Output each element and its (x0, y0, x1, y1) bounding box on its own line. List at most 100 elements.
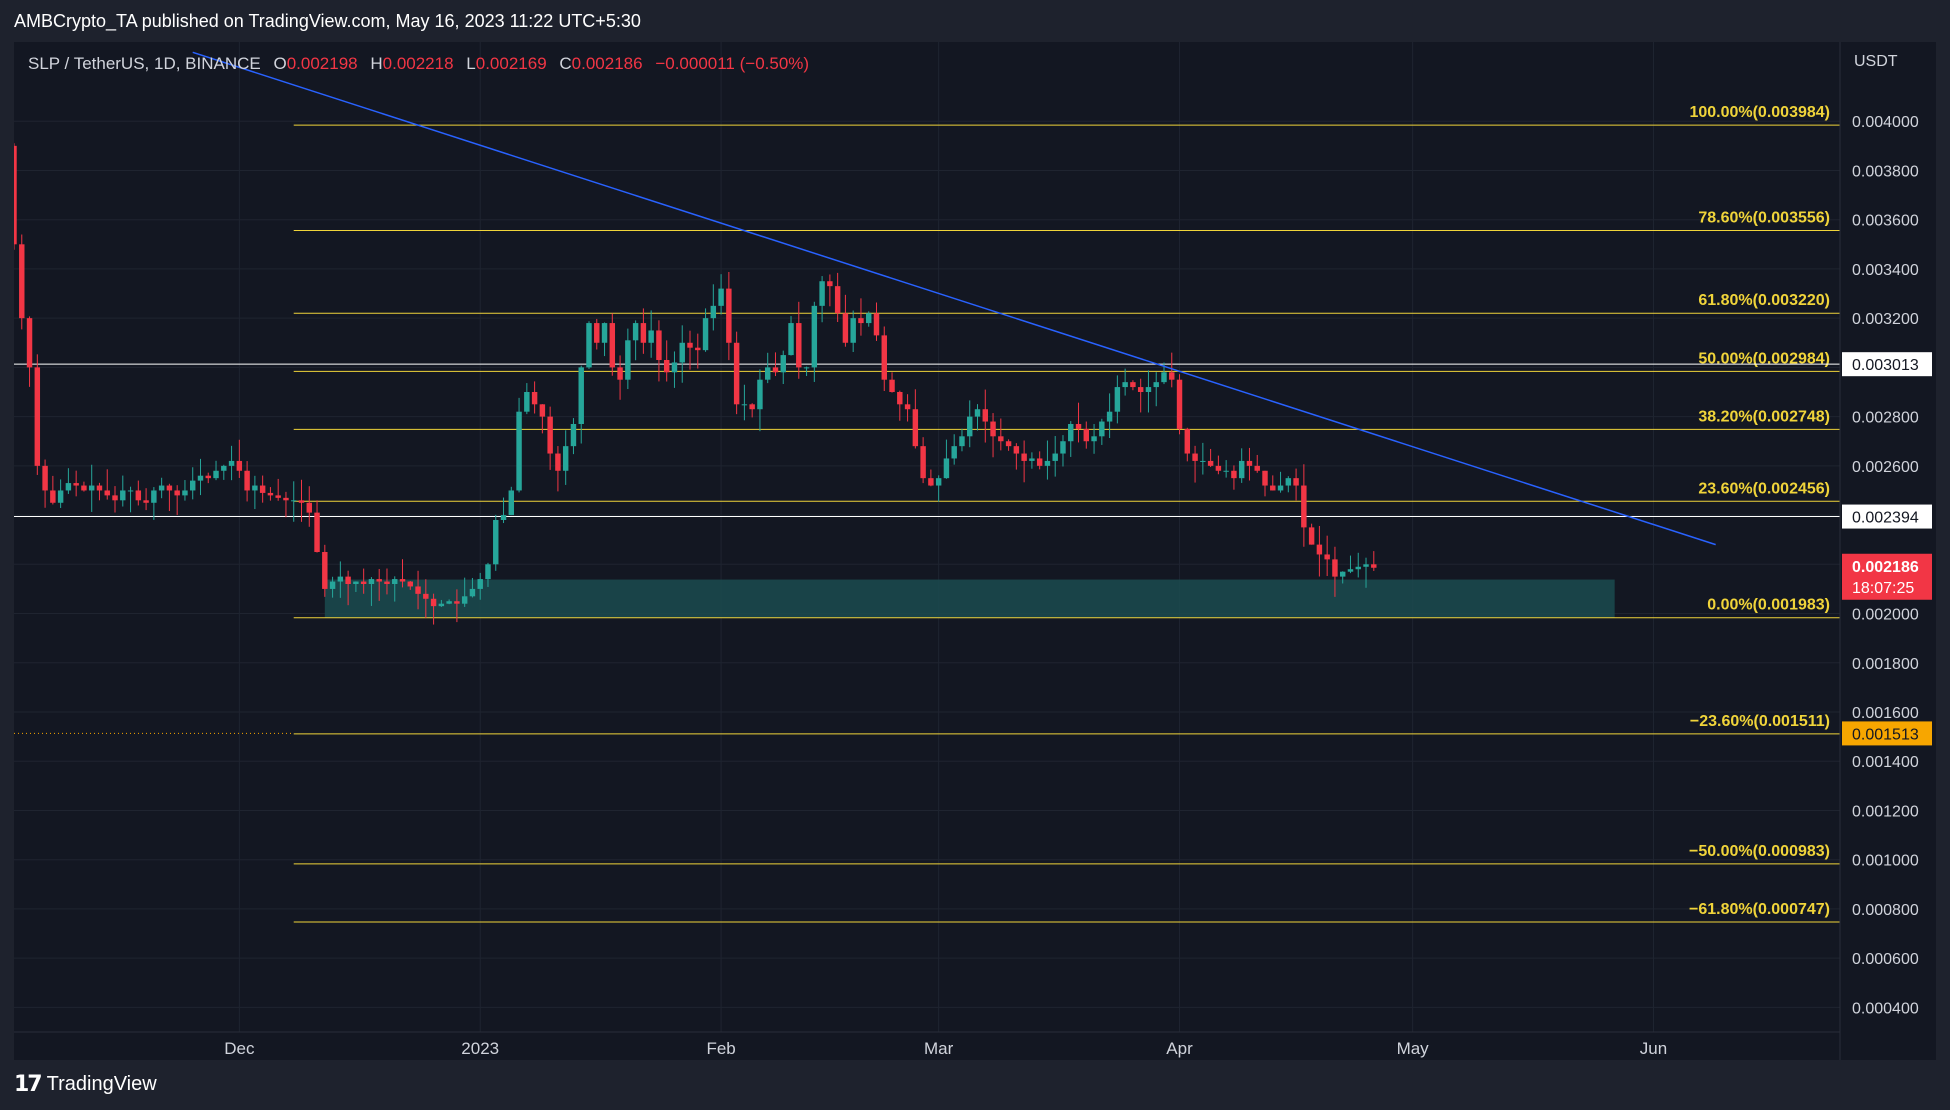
candle-body (267, 492, 274, 496)
candle-body (283, 497, 289, 501)
candle-body (656, 330, 662, 360)
candle-body (990, 421, 996, 437)
candlestick-chart[interactable]: 100.00%(0.003984) 78.60%(0.003556) 61.80%(… (14, 42, 1936, 1060)
symbol-label[interactable]: SLP / TetherUS, 1D, BINANCE (28, 54, 261, 73)
candle-body (827, 281, 833, 287)
high-value: 0.002218 (382, 54, 454, 73)
candle-body (570, 424, 577, 447)
price-tick-label: 0.003200 (1852, 311, 1919, 328)
current-price-text: 0.002186 (1852, 559, 1919, 576)
candle-body (399, 579, 406, 582)
candle-body (920, 446, 926, 479)
candle-body (928, 478, 934, 486)
candle-body (96, 485, 103, 491)
time-tick-label: May (1397, 1039, 1430, 1058)
candle-body (1363, 564, 1369, 567)
price-tick-label: 0.002600 (1852, 459, 1919, 476)
candle-body (788, 323, 794, 356)
time-tick-label: Mar (924, 1039, 954, 1058)
candle-body (648, 330, 654, 343)
candle-body (291, 500, 297, 502)
candle-body (1308, 527, 1315, 545)
candle-body (353, 581, 359, 584)
dotted-price-badge-bg (1842, 721, 1932, 746)
price-tick-label: 0.000800 (1852, 902, 1919, 919)
candle-body (695, 347, 701, 351)
candle-body (376, 579, 382, 582)
candle-body (306, 502, 312, 513)
candle-body (1285, 478, 1292, 486)
candle-body (127, 490, 134, 492)
fib-level-label: 38.20%(0.002748) (1698, 408, 1830, 425)
price-tick-label: 0.003800 (1852, 163, 1919, 180)
candle-body (578, 367, 584, 424)
candle-body (710, 305, 717, 319)
candle-body (1316, 544, 1323, 555)
price-tick-label: 0.001600 (1852, 705, 1919, 722)
candle-body (749, 404, 755, 410)
candle-body (1262, 470, 1268, 486)
candle-body (104, 490, 110, 496)
fib-level-label: 50.00%(0.002984) (1698, 350, 1830, 367)
time-tick-label: 2023 (461, 1039, 499, 1058)
fib-retracement: 100.00%(0.003984) 78.60%(0.003556) 61.80%(… (293, 104, 1840, 923)
candle-body (112, 495, 118, 501)
candle-body (671, 362, 678, 373)
tradingview-logo[interactable]: 17 TradingView (14, 1072, 157, 1097)
candle-body (967, 416, 973, 437)
candle-body (73, 483, 79, 486)
tradingview-logo-icon: 17 (14, 1071, 43, 1097)
price-axis: USDT 0.000400 0.000600 0.000800 0.001000 0.00… (1839, 42, 1932, 1060)
candle-body (42, 465, 48, 491)
candle-body (407, 581, 414, 587)
close-key: C (559, 54, 572, 73)
candle-body (143, 500, 149, 503)
candle-body (158, 485, 165, 491)
candle-body (236, 460, 243, 471)
countdown-text: 18:07:25 (1852, 580, 1914, 597)
candle-body (1106, 411, 1113, 422)
open-value: 0.002198 (286, 54, 358, 73)
fib-level-label: −23.60%(0.001511) (1690, 713, 1830, 730)
candle-body (1137, 387, 1144, 392)
candle-body (1060, 441, 1066, 454)
candle-body (757, 379, 763, 410)
candle-body (34, 367, 41, 466)
candle-body (617, 367, 623, 380)
candle-body (1145, 387, 1152, 392)
candle-body (640, 323, 647, 343)
trendline-layer (192, 51, 1716, 546)
candle-body (345, 576, 351, 584)
candle-body (205, 475, 211, 479)
candle-body (500, 515, 507, 520)
candle-body (1332, 559, 1338, 577)
price-tick-label: 0.003600 (1852, 213, 1919, 230)
candle-body (88, 485, 95, 491)
candle-body (1005, 441, 1012, 447)
candle-body (1371, 564, 1377, 568)
candle-body (314, 512, 320, 552)
candle-body (438, 603, 445, 607)
candle-body (213, 470, 219, 479)
candle-body (1192, 453, 1198, 461)
candle-body (741, 404, 748, 406)
horizontal-lines (14, 363, 1840, 734)
candle-body (702, 318, 709, 351)
candle-body (764, 367, 771, 380)
candle-body (14, 145, 17, 245)
symbol-legend: SLP / TetherUS, 1D, BINANCE O0.002198 H0… (28, 54, 809, 74)
candle-body (1099, 421, 1105, 437)
candle-body (1207, 460, 1214, 466)
candle-body (166, 485, 173, 491)
candle-body (259, 485, 266, 493)
candle-body (275, 495, 281, 498)
candle-body (1044, 460, 1051, 466)
footer: 17 TradingView (14, 1062, 157, 1106)
chart-panel[interactable]: 100.00%(0.003984) 78.60%(0.003556) 61.80%(… (14, 42, 1936, 1060)
grid (14, 42, 1840, 1032)
candle-body (182, 490, 188, 496)
candle-body (384, 581, 390, 584)
candle-body (1036, 458, 1043, 466)
fib-level-label: −50.00%(0.000983) (1689, 843, 1830, 860)
candle-body (1324, 554, 1330, 560)
